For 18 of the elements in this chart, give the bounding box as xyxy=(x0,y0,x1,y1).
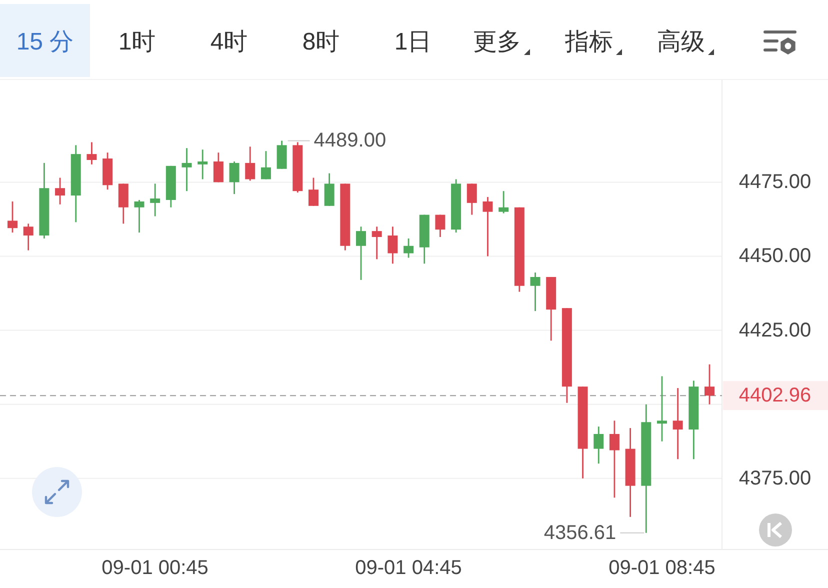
y-tick-label: 4375.00 xyxy=(738,467,812,490)
text: 更多 xyxy=(473,28,521,56)
y-tick-label: 4450.00 xyxy=(738,245,812,268)
x-tick-label: 09-01 08:45 xyxy=(608,557,716,579)
text: 15 分 xyxy=(16,28,74,56)
annotation: 4356.61 xyxy=(544,522,616,544)
ref-line-label: 4402.96 xyxy=(738,384,812,407)
x-tick-label: 09-01 04:45 xyxy=(355,557,462,579)
text: 4时 xyxy=(210,28,248,56)
y-tick-label: 4425.00 xyxy=(738,319,812,342)
y-tick-label: 4475.00 xyxy=(738,171,812,194)
text: 1时 xyxy=(118,28,156,56)
annotation: 4489.00 xyxy=(314,130,386,152)
text: 1日 xyxy=(394,28,432,56)
x-tick-label: 09-01 00:45 xyxy=(102,557,208,579)
text: 指标 xyxy=(564,28,613,56)
text: 8时 xyxy=(302,28,340,56)
text: 高级 xyxy=(657,28,705,56)
